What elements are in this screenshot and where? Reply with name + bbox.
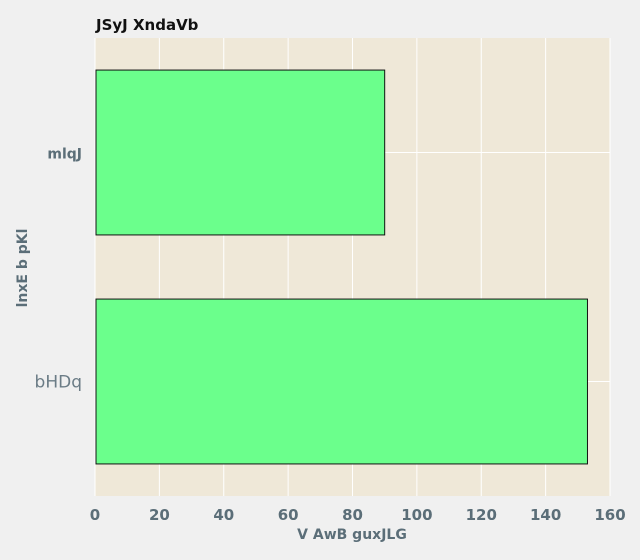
x-tick-label: 140 [530, 506, 561, 524]
y-tick-label: bHDq [35, 373, 82, 393]
x-tick-label: 20 [149, 506, 170, 524]
bar-bHDq [95, 298, 588, 465]
x-axis-label: V AwB guxJLG [297, 527, 407, 543]
chart-title: JSyJ XndaVb [95, 16, 199, 34]
y-axis-label: lnxE b pKl [15, 229, 31, 308]
x-tick-label: 120 [466, 506, 497, 524]
x-tick-label: 80 [342, 506, 363, 524]
y-tick-labels: mlqJ bHDq [35, 147, 82, 393]
x-tick-label: 0 [90, 506, 100, 524]
x-tick-label: 100 [401, 506, 432, 524]
x-tick-labels: 0 20 40 60 80 100 120 140 160 [90, 506, 626, 524]
bars [95, 69, 588, 465]
y-tick-label: mlqJ [47, 147, 82, 163]
bar-mlqJ [95, 69, 386, 236]
x-tick-label: 160 [594, 506, 625, 524]
x-tick-label: 60 [278, 506, 299, 524]
x-tick-label: 40 [213, 506, 234, 524]
